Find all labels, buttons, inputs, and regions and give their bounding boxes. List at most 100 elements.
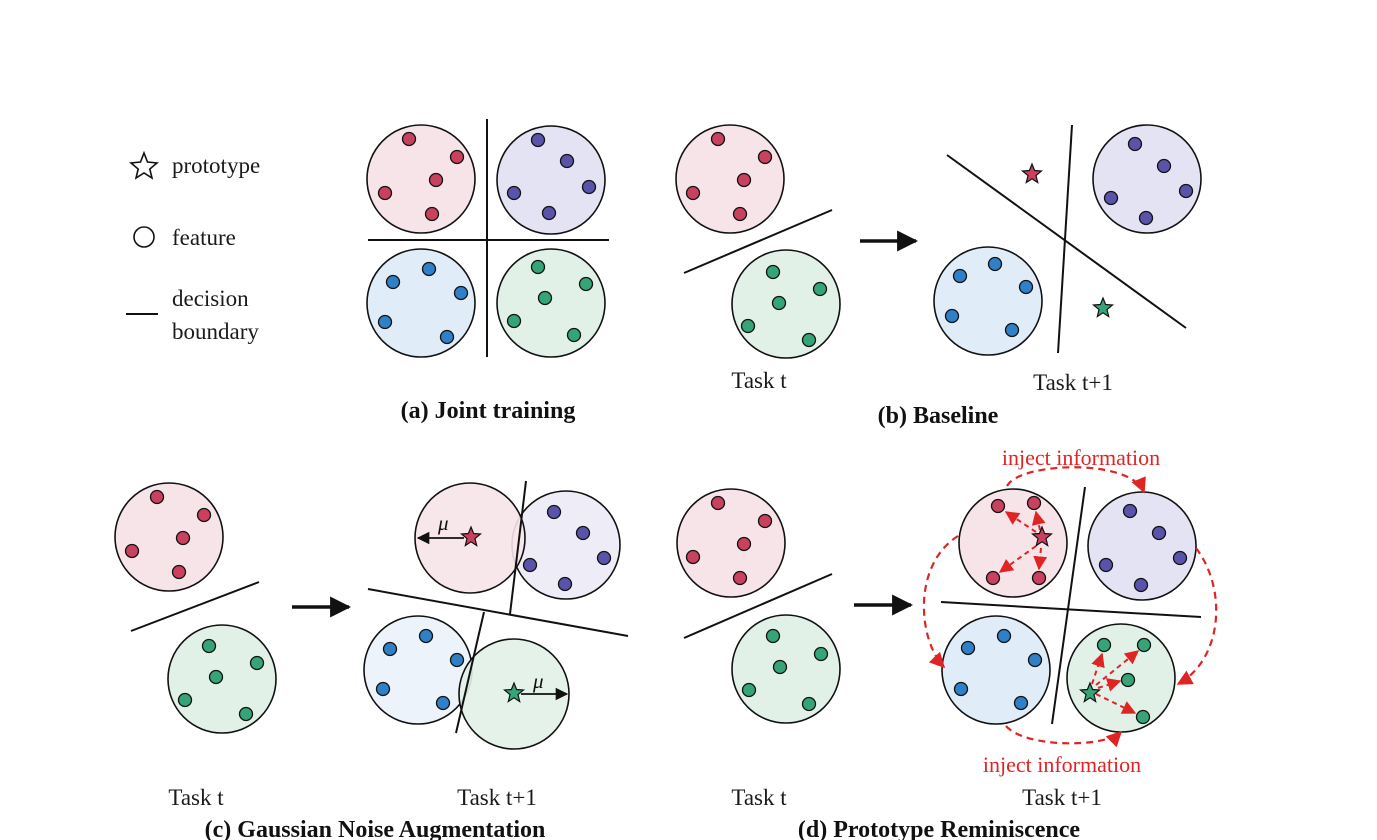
red-features [377,131,465,222]
class-cluster-purple [496,125,606,235]
feature-dot [1156,158,1172,174]
feature-dot [1178,183,1194,199]
feature-dot [771,295,787,311]
class-cluster-red [675,124,785,234]
feature-dot [375,681,391,697]
feature-dot [578,276,594,292]
feature-dot [741,682,757,698]
task-t-label: Task t [731,785,787,810]
feature-dot [453,285,469,301]
feature-dot [1151,525,1167,541]
class-cluster-red [366,124,476,234]
inject-curve-left [922,535,959,669]
decision-boundary [509,480,527,615]
feature-dot [1136,637,1152,653]
inject-arrows-red [998,510,1048,573]
feature-dot [732,570,748,586]
task-t1-label: Task t+1 [1022,785,1102,810]
panel-d: inject information inject information Ta… [676,445,1218,840]
green-features [741,628,829,712]
feature-dot [710,131,726,147]
feature-dot [1031,570,1047,586]
class-cluster-green [496,248,606,358]
purple-features [522,504,612,592]
class-cluster-red [676,488,786,598]
feature-dot [1096,637,1112,653]
feature-dot [685,549,701,565]
blue-features [944,256,1034,338]
feature-dot [757,513,773,529]
feature-dot [522,557,538,573]
red-features [985,495,1047,586]
feature-dot [557,576,573,592]
feature-dot [421,261,437,277]
feature-dot [1122,503,1138,519]
feature-dot [546,504,562,520]
prototype-star-red [1030,525,1054,547]
feature-dot [196,507,212,523]
feature-dot [736,172,752,188]
legend-feature-label: feature [172,225,236,250]
mu-label: μ [532,669,544,693]
feature-dot [559,153,575,169]
feature-dot [1127,136,1143,152]
feature-dot [685,185,701,201]
feature-dot [772,659,788,675]
decision-boundary [1051,486,1086,725]
feature-dot [596,550,612,566]
legend: prototype feature decision boundary [126,150,260,344]
feature-dot [960,640,976,656]
feature-dot [530,259,546,275]
task-t-label: Task t [731,368,787,393]
prototype-star-green [1078,681,1102,703]
red-features [124,489,212,580]
feature-dot [1026,495,1042,511]
inject-curve-top [1006,466,1146,494]
inject-arrows-green [1091,650,1140,714]
prototype-star-red [459,525,483,547]
feature-dot [541,205,557,221]
panel-a-caption: (a) Joint training [401,398,576,424]
decision-boundary [367,588,629,637]
inject-information-top: inject information [1002,445,1160,470]
feature-dot [377,185,393,201]
legend-star-icon [129,150,159,180]
feature-dot [1120,672,1136,688]
feature-dot [944,308,960,324]
feature-dot [401,131,417,147]
feature-dot [1135,709,1151,725]
class-cluster-blue [941,615,1051,725]
feature-dot [801,332,817,348]
inject-curve-bottom [1005,725,1123,748]
purple-features [1103,136,1194,226]
feature-dot [201,638,217,654]
panel-b: Task t Task t+1 (b) Baseline [675,124,1202,429]
feature-dot [575,525,591,541]
purple-features [1098,503,1188,593]
class-cluster-red [114,482,224,592]
inject-arrow [1031,510,1046,531]
feature-dot [435,695,451,711]
feature-dot [952,268,968,284]
feature-dot [710,495,726,511]
mu-label: μ [437,511,449,535]
feature-dot [1013,695,1029,711]
feature-dot [175,530,191,546]
feature-dot [1018,279,1034,295]
feature-dot [439,329,455,345]
feature-dot [377,314,393,330]
feature-dot [506,313,522,329]
panel-b-caption: (b) Baseline [878,403,999,429]
feature-dot [985,570,1001,586]
inject-information-bottom: inject information [983,752,1141,777]
feature-dot [1138,210,1154,226]
feature-dot [566,327,582,343]
decision-boundary [455,611,485,734]
feature-dot [765,264,781,280]
feature-dot [757,149,773,165]
green-features [177,638,265,722]
feature-dot [813,646,829,662]
inject-arrow [998,545,1037,573]
feature-dot [996,628,1012,644]
inject-curves [922,466,1218,748]
